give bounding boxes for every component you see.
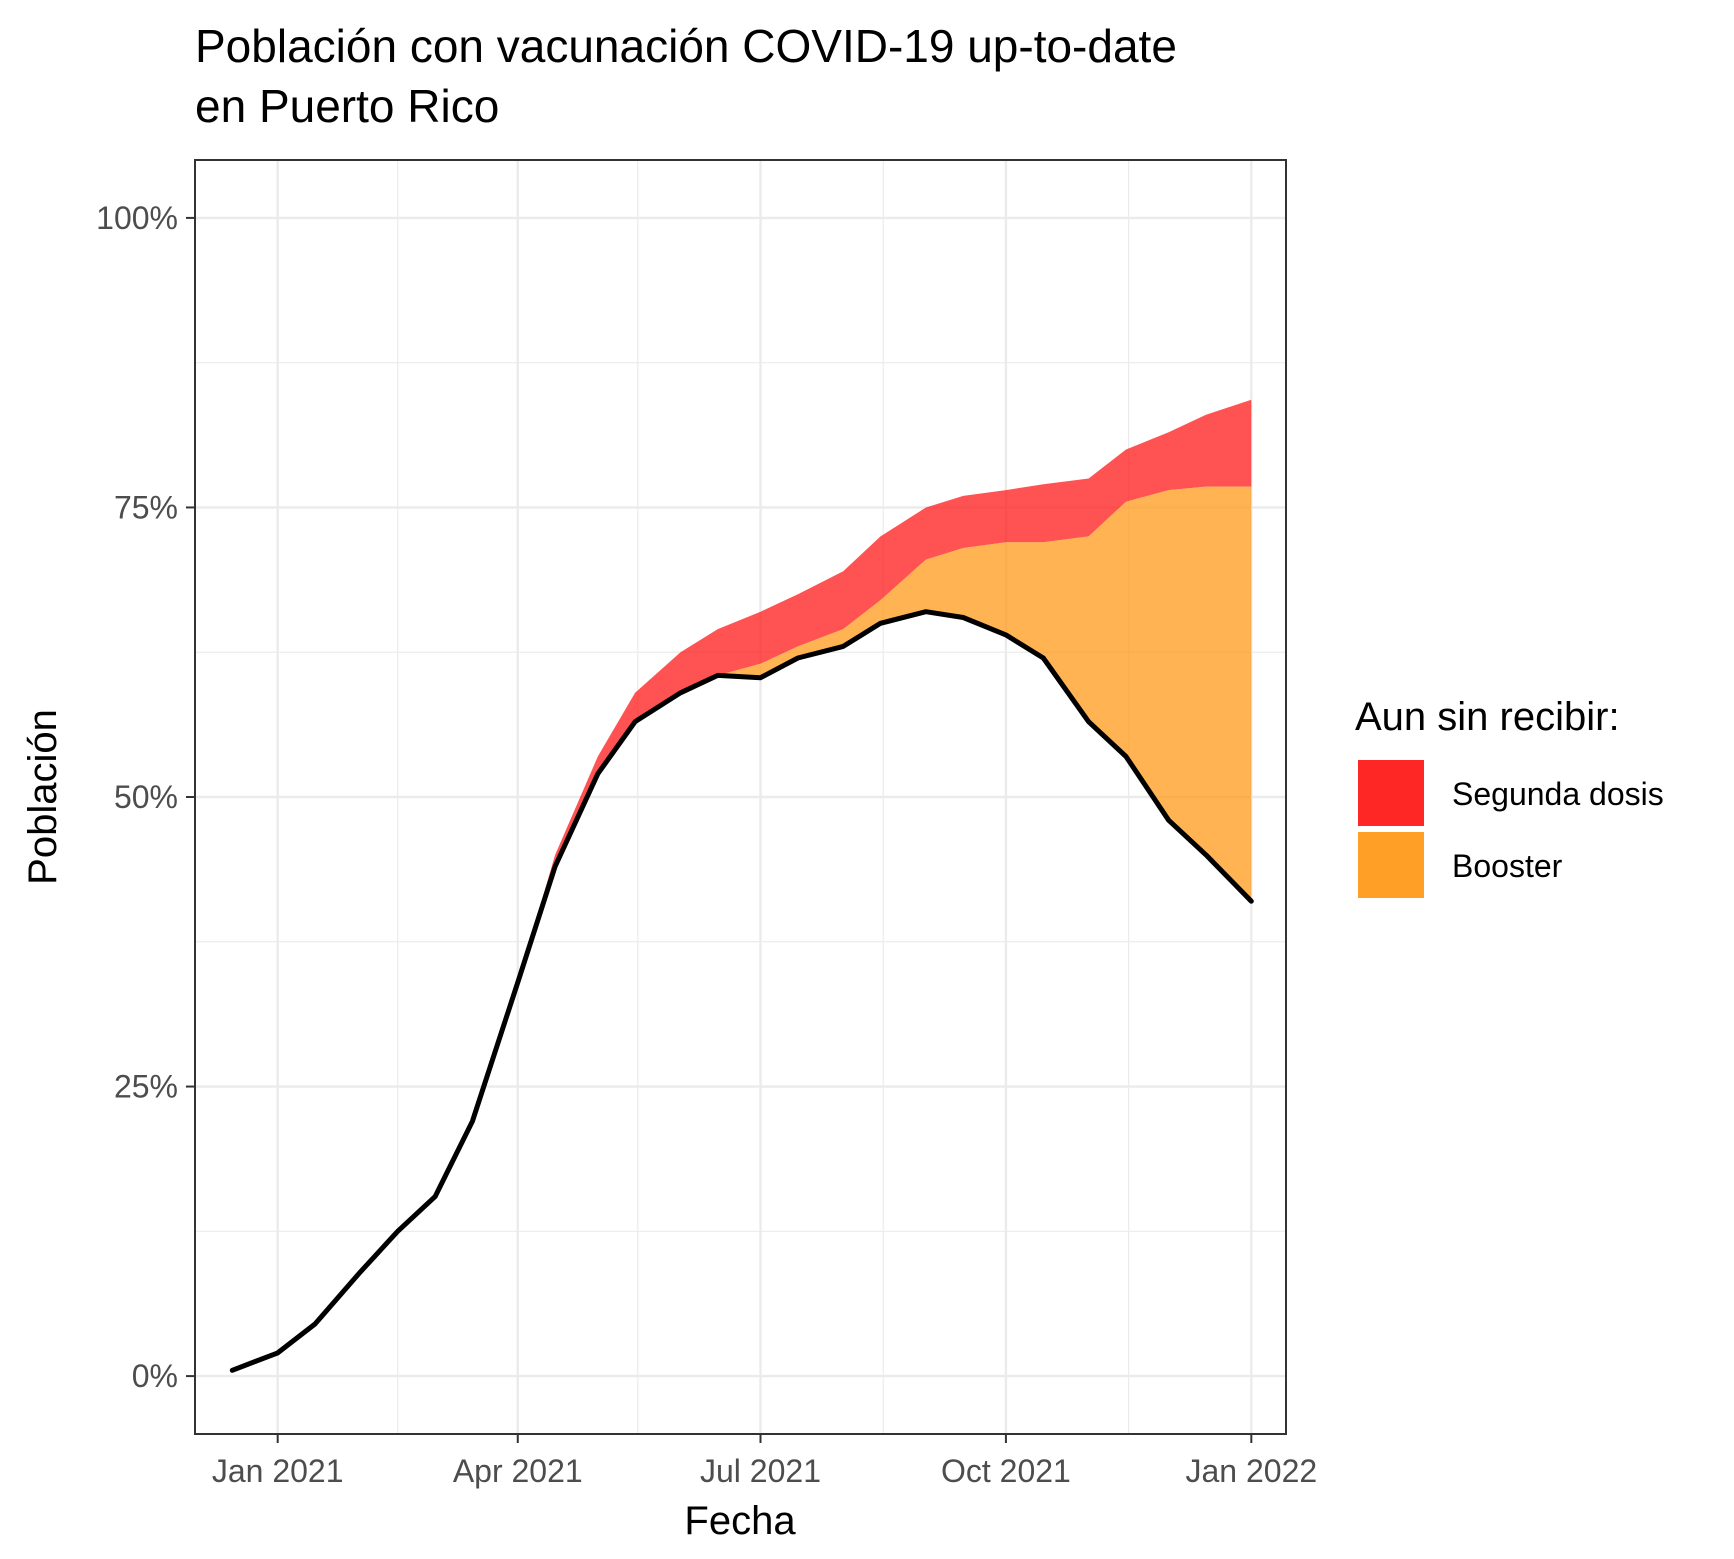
grid [195, 160, 1286, 1434]
legend-title: Aun sin recibir: [1355, 695, 1620, 739]
y-axis-title: Población [21, 709, 65, 885]
legend-key [1358, 760, 1424, 826]
area-booster [232, 486, 1252, 1371]
legend-key [1358, 832, 1424, 898]
y-tick-label: 0% [132, 1358, 178, 1394]
line-up-to-date [229, 609, 1254, 1373]
legend: Aun sin recibir: Segunda dosis Booster [1355, 695, 1664, 898]
chart-title-line-1: Población con vacunación COVID-19 up-to-… [195, 20, 1177, 72]
x-tick-label: Jul 2021 [700, 1453, 821, 1489]
x-axis-title: Fecha [684, 1499, 796, 1543]
x-tick-label: Jan 2021 [212, 1453, 344, 1489]
legend-items: Segunda dosis Booster [1358, 760, 1664, 898]
legend-label: Booster [1452, 848, 1563, 884]
data-areas [232, 399, 1252, 1371]
x-tick-label: Oct 2021 [941, 1453, 1071, 1489]
y-tick-label: 25% [114, 1069, 178, 1105]
legend-label: Segunda dosis [1452, 776, 1664, 812]
y-tick-label: 50% [114, 779, 178, 815]
y-tick-label: 75% [114, 489, 178, 525]
x-tick-label: Jan 2022 [1185, 1453, 1317, 1489]
y-tick-label: 100% [96, 200, 178, 236]
x-tick-label: Apr 2021 [453, 1453, 583, 1489]
chart-title-line-2: en Puerto Rico [195, 80, 499, 132]
data-lines [229, 609, 1254, 1373]
x-axis: Jan 2021 Apr 2021 Jul 2021 Oct 2021 Jan 2022 [212, 1434, 1317, 1489]
y-axis: 0% 25% 50% 75% 100% [96, 200, 195, 1394]
